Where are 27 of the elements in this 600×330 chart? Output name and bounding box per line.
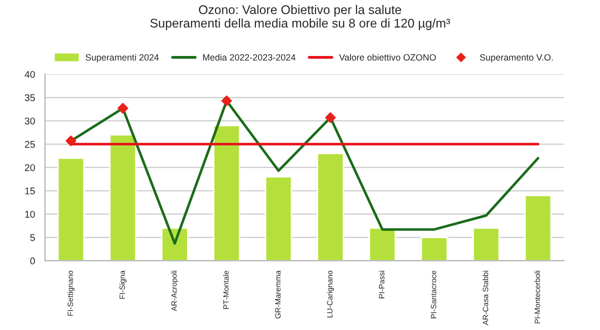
legend-label: Superamenti 2024 — [86, 54, 159, 62]
bar — [420, 236, 448, 261]
y-tick-label: 25 — [24, 140, 35, 148]
legend-label: Superamento V.O. — [480, 54, 553, 62]
legend-label: Valore obiettivo OZONO — [339, 54, 436, 61]
y-tick-label: 0 — [30, 257, 35, 264]
bar — [109, 134, 137, 261]
y-tick-label: 20 — [24, 164, 35, 172]
y-tick-label: 10 — [25, 210, 35, 218]
bar — [524, 194, 552, 261]
bar — [316, 152, 344, 261]
y-tick-label: 30 — [24, 118, 35, 124]
point — [66, 136, 76, 146]
y-tick-label: 5 — [30, 234, 35, 242]
bar — [472, 227, 500, 261]
y-tick-label: 40 — [24, 70, 35, 78]
point — [118, 102, 128, 114]
bar — [212, 124, 240, 261]
legend-label: Media 2022-2023-2024 — [203, 54, 296, 61]
chart-title: Ozono: Valore Obiettivo per la salute Superamenti della media mobile su 8 ore di 120 µg/m³ — [150, 4, 450, 30]
y-tick-label: 35 — [24, 94, 35, 102]
y-tick-label: 15 — [25, 188, 35, 194]
bar — [57, 157, 85, 261]
point — [325, 112, 336, 123]
bar — [368, 227, 396, 261]
point — [221, 96, 232, 106]
bar — [264, 176, 292, 261]
